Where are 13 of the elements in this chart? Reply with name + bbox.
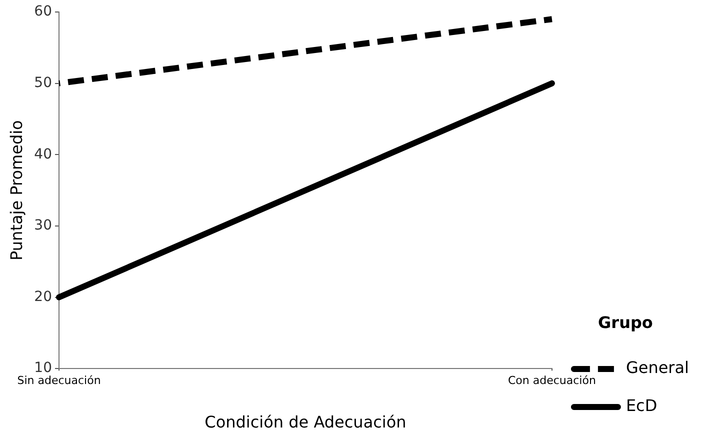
y-tick-label: 30 bbox=[34, 218, 52, 234]
y-tick-label: 40 bbox=[34, 146, 52, 162]
y-tick-label: 60 bbox=[34, 4, 52, 20]
y-axis-title: Puntaje Promedio bbox=[6, 120, 26, 260]
y-tick-label: 20 bbox=[34, 288, 52, 305]
legend-label: General bbox=[626, 358, 690, 378]
x-tick-label: Sin adecuación bbox=[17, 374, 101, 388]
legend-title: Grupo bbox=[598, 312, 653, 332]
x-axis-title: Condición de Adecuación bbox=[204, 412, 406, 432]
legend-label: EcD bbox=[626, 396, 658, 416]
x-tick-label: Con adecuación bbox=[508, 374, 596, 388]
y-tick-label: 10 bbox=[34, 360, 52, 376]
y-tick-label: 50 bbox=[34, 74, 52, 91]
